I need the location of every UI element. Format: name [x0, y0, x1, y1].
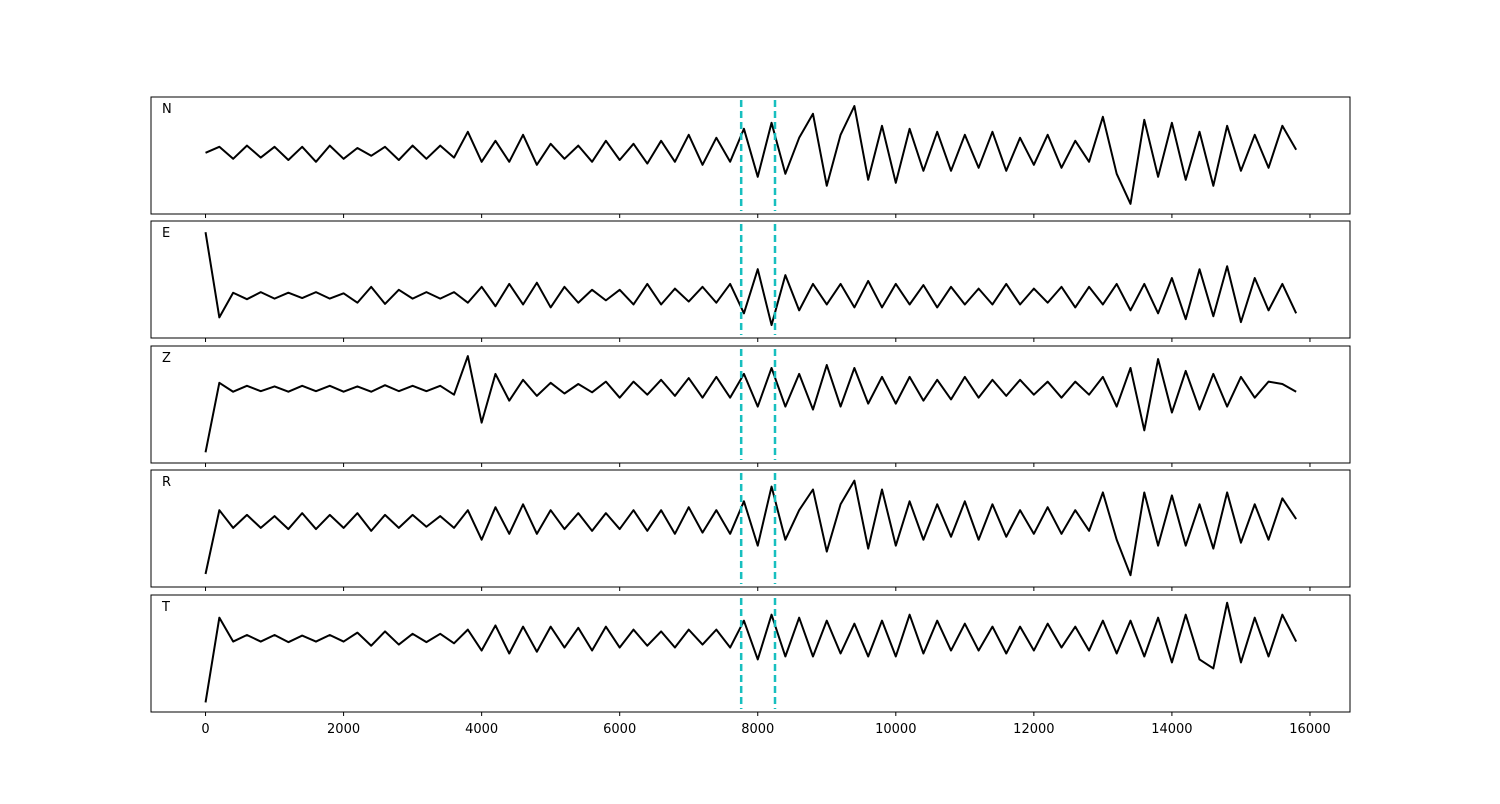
- x-tick-label: 0: [201, 722, 209, 737]
- axes-frame: [150, 469, 1351, 588]
- x-tick-label: 8000: [741, 722, 774, 737]
- axes-frame: [150, 96, 1351, 215]
- axes-frame: [150, 345, 1351, 464]
- x-tick-label: 14000: [1151, 722, 1192, 737]
- panel-label: Z: [162, 351, 171, 366]
- x-tick-label: 16000: [1289, 722, 1330, 737]
- x-tick-label: 4000: [465, 722, 498, 737]
- waveform: [204, 232, 1298, 327]
- axes-frame: [150, 594, 1351, 713]
- axes-frame: [150, 220, 1351, 339]
- panel-label: E: [162, 226, 170, 241]
- waveform: [205, 105, 1298, 205]
- waveform: [204, 601, 1298, 703]
- x-tick-label: 6000: [603, 722, 636, 737]
- panel-label: R: [162, 475, 171, 490]
- waveform: [204, 355, 1297, 453]
- panel-label: N: [162, 102, 172, 117]
- panel-label: T: [161, 600, 170, 615]
- x-tick-label: 2000: [327, 722, 360, 737]
- waveform: [204, 479, 1297, 577]
- x-tick-label: 10000: [875, 722, 916, 737]
- x-tick-label: 12000: [1013, 722, 1054, 737]
